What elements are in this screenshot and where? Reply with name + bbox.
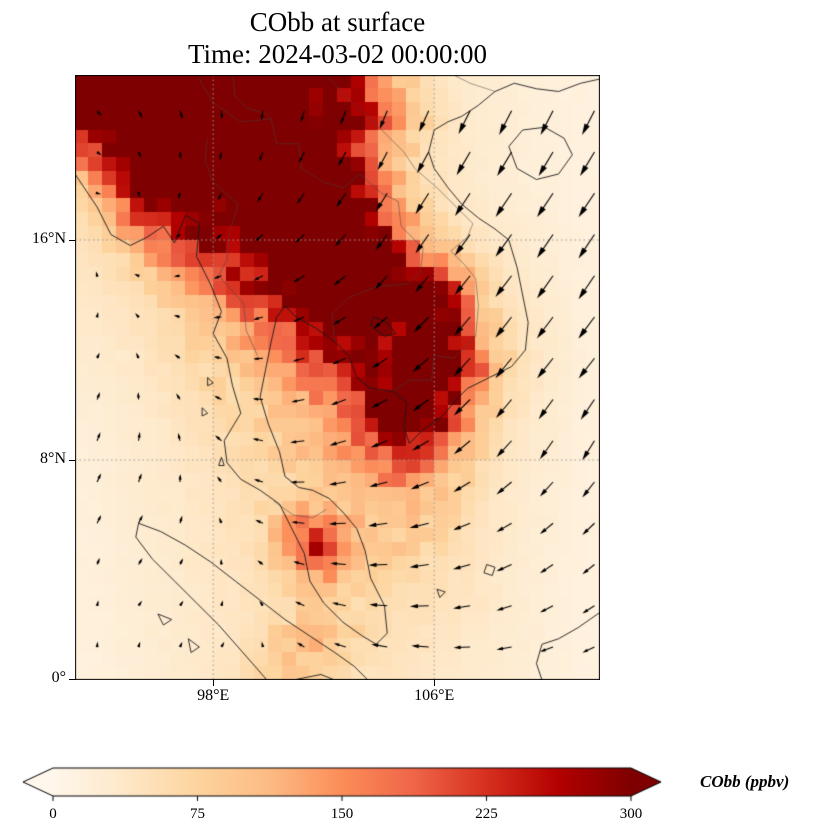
x-tick-mark [213,680,215,686]
colorbar-tick-label: 75 [190,806,205,822]
x-tick-mark [434,680,436,686]
colorbar-tick-label: 225 [475,806,498,822]
x-tick-label: 98°E [197,687,230,704]
y-tick-label: 16°N [32,230,66,247]
y-tick-mark [69,240,75,241]
y-tick-mark [69,679,75,680]
chart-title: CObb at surface [249,7,426,37]
colorbar-canvas [20,766,668,804]
y-tick-label: 8°N [40,450,66,467]
y-tick-mark [69,460,75,461]
chart-subtitle-time: Time: 2024-03-02 00:00:00 [187,39,488,69]
colorbar [20,766,668,804]
map-plot [75,75,600,680]
x-tick-label: 106°E [414,687,455,704]
colorbar-tick-label: 150 [330,806,354,822]
colorbar-label: CObb (ppbv) [700,772,790,791]
colorbar-tick-label: 300 [619,806,643,822]
map-canvas [75,75,600,680]
y-tick-label: 0° [51,669,66,686]
colorbar-tick-label: 0 [49,806,57,822]
